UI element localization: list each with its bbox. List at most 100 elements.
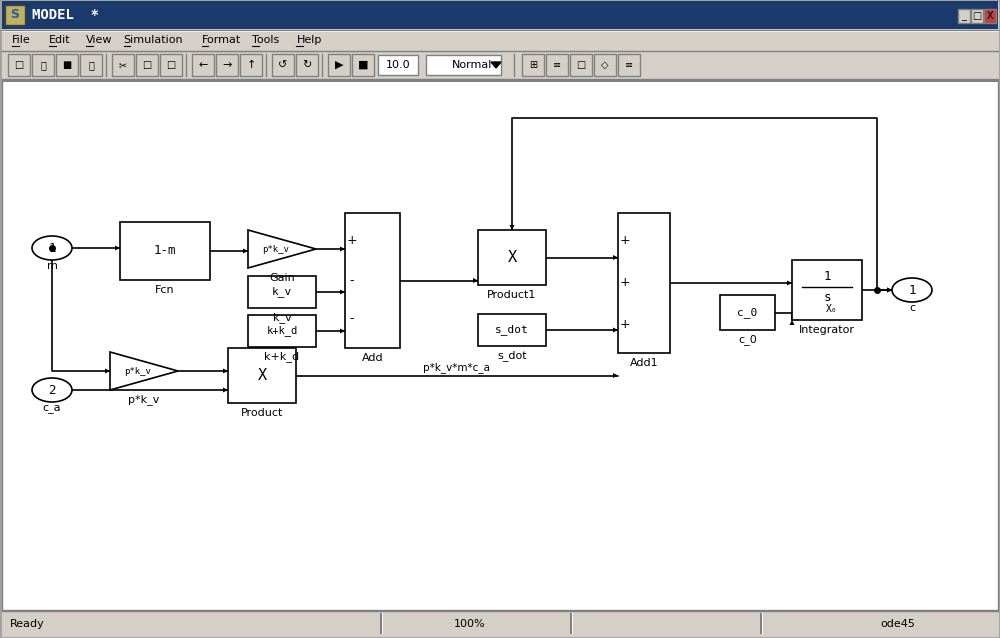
- Text: +: +: [620, 276, 630, 290]
- Bar: [792, 260, 862, 320]
- Text: s_dot: s_dot: [497, 350, 527, 362]
- Text: ■: ■: [358, 60, 368, 70]
- Bar: [594, 54, 616, 76]
- Bar: [228, 348, 296, 403]
- Bar: [572, 613, 573, 634]
- Polygon shape: [340, 329, 345, 334]
- Bar: [112, 54, 134, 76]
- Bar: [192, 54, 214, 76]
- Text: File: File: [12, 35, 31, 45]
- Text: p*k_v: p*k_v: [128, 394, 160, 406]
- Text: ↻: ↻: [302, 60, 312, 70]
- Polygon shape: [787, 281, 792, 285]
- Bar: [328, 54, 350, 76]
- Bar: [296, 54, 318, 76]
- Bar: [762, 613, 763, 634]
- Text: s_dot: s_dot: [495, 325, 529, 336]
- Bar: [478, 230, 546, 285]
- Polygon shape: [340, 246, 345, 251]
- Text: S: S: [10, 8, 20, 22]
- Bar: [522, 54, 544, 76]
- Text: MODEL  *: MODEL *: [32, 8, 99, 22]
- Bar: [32, 54, 54, 76]
- Polygon shape: [510, 225, 514, 230]
- Text: ✂: ✂: [119, 60, 127, 70]
- Bar: [345, 213, 400, 348]
- Text: k_v: k_v: [272, 286, 292, 297]
- Text: ◇: ◇: [601, 60, 609, 70]
- Text: X: X: [257, 368, 267, 383]
- Polygon shape: [613, 327, 618, 332]
- Bar: [720, 295, 775, 330]
- Bar: [352, 54, 374, 76]
- Bar: [971, 9, 983, 23]
- Bar: [570, 54, 592, 76]
- Text: Edit: Edit: [49, 35, 71, 45]
- Bar: [378, 55, 418, 75]
- Polygon shape: [613, 255, 618, 260]
- Polygon shape: [223, 387, 228, 392]
- Text: Product1: Product1: [487, 290, 537, 300]
- Text: Product: Product: [241, 408, 283, 418]
- Text: _: _: [962, 11, 966, 21]
- Text: X: X: [507, 250, 517, 265]
- Text: 2: 2: [48, 383, 56, 396]
- Bar: [426, 55, 501, 75]
- Text: Ready: Ready: [10, 619, 45, 629]
- Text: 📂: 📂: [40, 60, 46, 70]
- Text: Simulation: Simulation: [124, 35, 183, 45]
- Bar: [382, 613, 383, 634]
- Bar: [120, 222, 210, 280]
- Bar: [618, 54, 640, 76]
- Polygon shape: [790, 320, 794, 325]
- Text: →: →: [222, 60, 232, 70]
- Polygon shape: [613, 373, 618, 378]
- Text: □: □: [14, 60, 24, 70]
- Polygon shape: [340, 290, 345, 295]
- Bar: [618, 213, 670, 353]
- Bar: [216, 54, 238, 76]
- Text: 1: 1: [823, 271, 831, 283]
- Text: p*k_v: p*k_v: [124, 366, 151, 376]
- Text: Normal: Normal: [452, 60, 492, 70]
- Text: X₀: X₀: [826, 304, 838, 314]
- Text: ode45: ode45: [880, 619, 915, 629]
- Text: +: +: [347, 234, 357, 246]
- Polygon shape: [248, 230, 316, 268]
- Bar: [2, 1, 998, 29]
- Text: 10.0: 10.0: [386, 60, 410, 70]
- Polygon shape: [243, 248, 248, 253]
- Text: □: □: [166, 60, 176, 70]
- Bar: [760, 613, 762, 634]
- Polygon shape: [887, 288, 892, 292]
- Text: ←: ←: [198, 60, 208, 70]
- Ellipse shape: [892, 278, 932, 302]
- Text: ↺: ↺: [278, 60, 288, 70]
- Text: Gain: Gain: [269, 273, 295, 283]
- Text: c_0: c_0: [737, 307, 758, 318]
- Text: 1: 1: [908, 283, 916, 297]
- Bar: [160, 54, 182, 76]
- Text: ▶: ▶: [335, 60, 343, 70]
- Bar: [240, 54, 262, 76]
- Text: □: □: [576, 60, 586, 70]
- Text: s: s: [823, 291, 831, 304]
- Polygon shape: [115, 246, 120, 251]
- Text: m: m: [47, 261, 57, 271]
- Bar: [2, 611, 998, 636]
- Polygon shape: [887, 288, 892, 292]
- Bar: [8, 54, 30, 76]
- Text: c_a: c_a: [43, 403, 61, 413]
- Text: ⊞: ⊞: [529, 60, 537, 70]
- Text: ≡: ≡: [553, 60, 561, 70]
- Text: □: □: [142, 60, 152, 70]
- Bar: [136, 54, 158, 76]
- Bar: [56, 54, 78, 76]
- Text: k+k_d: k+k_d: [266, 325, 298, 336]
- Text: Add: Add: [362, 353, 383, 363]
- Text: k+k_d: k+k_d: [264, 352, 300, 362]
- Text: +: +: [620, 235, 630, 248]
- Text: -: -: [350, 274, 354, 287]
- Text: View: View: [86, 35, 113, 45]
- Text: p*k_v*m*c_a: p*k_v*m*c_a: [424, 362, 490, 373]
